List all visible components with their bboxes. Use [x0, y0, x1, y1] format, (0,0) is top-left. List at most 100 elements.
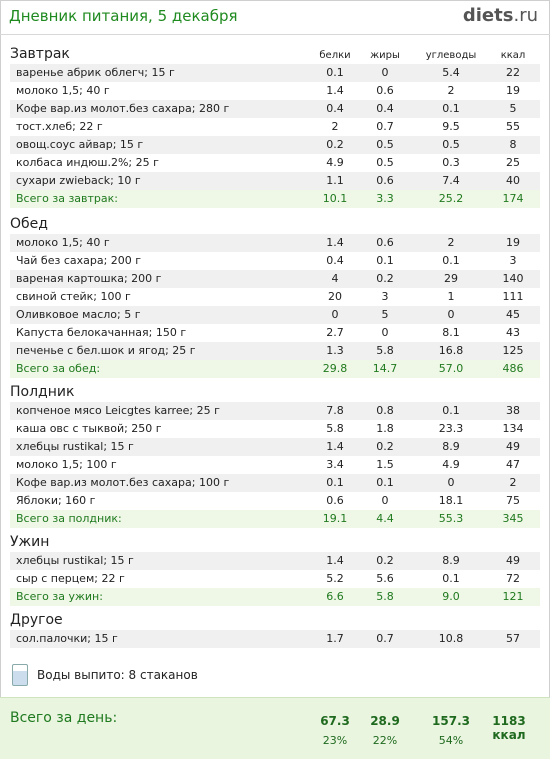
- kcal-value: 57: [506, 632, 520, 645]
- protein-value: 20: [328, 290, 342, 303]
- fat-value: 0.6: [376, 174, 394, 187]
- site-logo[interactable]: diets.ru: [463, 5, 538, 26]
- food-row: Яблоки; 160 г 0.6 0 18.1 75: [10, 492, 540, 510]
- food-row: сыр с перцем; 22 г 5.2 5.6 0.1 72: [10, 570, 540, 588]
- food-name: колбаса индюш.2%; 25 г: [16, 156, 159, 169]
- protein-value: 1.4: [326, 84, 344, 97]
- day-fat: 28.9: [370, 714, 400, 728]
- fat-value: 0.8: [376, 404, 394, 417]
- food-name: сухари zwieback; 10 г: [16, 174, 141, 187]
- food-name: Кофе вар.из молот.без сахара; 280 г: [16, 102, 230, 115]
- food-name: хлебцы rustikal; 15 г: [16, 440, 134, 453]
- carbs-value: 0.1: [442, 254, 460, 267]
- food-row: Чай без сахара; 200 г 0.4 0.1 0.1 3: [10, 252, 540, 270]
- food-name: сыр с перцем; 22 г: [16, 572, 125, 585]
- food-row: копченое мясо Leicgtes karree; 25 г 7.8 0.…: [10, 402, 540, 420]
- kcal-value: 45: [506, 308, 520, 321]
- total-fat: 14.7: [372, 362, 398, 375]
- fat-value: 0.4: [376, 102, 394, 115]
- protein-value: 0.4: [326, 254, 344, 267]
- fat-value: 0.6: [376, 236, 394, 249]
- fat-value: 0: [381, 326, 389, 339]
- fat-value: 5: [381, 308, 389, 321]
- food-name: Оливковое масло; 5 г: [16, 308, 141, 321]
- day-protein-pct: 23%: [322, 734, 348, 747]
- fat-value: 0.5: [376, 138, 394, 151]
- kcal-value: 49: [506, 440, 520, 453]
- kcal-value: 125: [502, 344, 524, 357]
- carbs-value: 0.3: [442, 156, 460, 169]
- col-carbs: углеводы: [425, 50, 477, 61]
- food-name: Кофе вар.из молот.без сахара; 100 г: [16, 476, 230, 489]
- protein-value: 3.4: [326, 458, 344, 471]
- food-row: сухари zwieback; 10 г 1.1 0.6 7.4 40: [10, 172, 540, 190]
- day-total-label: Всего за день:: [10, 710, 118, 726]
- section-total-row: Всего за полдник: 19.1 4.4 55.3 345: [10, 510, 540, 528]
- food-name: каша овс с тыквой; 250 г: [16, 422, 162, 435]
- col-protein: белки: [319, 50, 351, 61]
- food-row: каша овс с тыквой; 250 г 5.8 1.8 23.3 134: [10, 420, 540, 438]
- protein-value: 2: [331, 120, 339, 133]
- section-title: Обед: [10, 216, 48, 232]
- total-protein: 10.1: [322, 192, 348, 205]
- water-text: Воды выпито: 8 стаканов: [37, 668, 198, 682]
- food-name: вареная картошка; 200 г: [16, 272, 162, 285]
- section-title: Другое: [10, 612, 63, 628]
- protein-value: 4: [331, 272, 339, 285]
- day-carbs-pct: 54%: [438, 734, 464, 747]
- section-total-row: Всего за завтрак: 10.1 3.3 25.2 174: [10, 190, 540, 208]
- total-kcal: 486: [502, 362, 524, 375]
- carbs-value: 4.9: [442, 458, 460, 471]
- carbs-value: 16.8: [438, 344, 464, 357]
- food-row: тост.хлеб; 22 г 2 0.7 9.5 55: [10, 118, 540, 136]
- protein-value: 1.4: [326, 554, 344, 567]
- food-row: Капуста белокачанная; 150 г 2.7 0 8.1 43: [10, 324, 540, 342]
- kcal-value: 43: [506, 326, 520, 339]
- carbs-value: 8.1: [442, 326, 460, 339]
- total-carbs: 9.0: [442, 590, 460, 603]
- section-total-row: Всего за ужин: 6.6 5.8 9.0 121: [10, 588, 540, 606]
- protein-value: 0: [331, 308, 339, 321]
- protein-value: 2.7: [326, 326, 344, 339]
- food-row: Кофе вар.из молот.без сахара; 100 г 0.1 0.…: [10, 474, 540, 492]
- section-title: Завтрак: [10, 46, 70, 62]
- day-total: Всего за день: 67.3 28.9 157.3 1183 ккал…: [0, 697, 550, 759]
- total-fat: 3.3: [376, 192, 394, 205]
- food-name: варенье абрик облегч; 15 г: [16, 66, 175, 79]
- protein-value: 5.8: [326, 422, 344, 435]
- day-kcal: 1183 ккал: [492, 714, 526, 742]
- kcal-value: 40: [506, 174, 520, 187]
- kcal-value: 25: [506, 156, 520, 169]
- fat-value: 0.5: [376, 156, 394, 169]
- total-protein: 19.1: [322, 512, 348, 525]
- kcal-value: 49: [506, 554, 520, 567]
- kcal-value: 19: [506, 84, 520, 97]
- food-row: хлебцы rustikal; 15 г 1.4 0.2 8.9 49: [10, 552, 540, 570]
- food-row: Кофе вар.из молот.без сахара; 280 г 0.4 0.…: [10, 100, 540, 118]
- kcal-value: 2: [509, 476, 517, 489]
- food-name: Капуста белокачанная; 150 г: [16, 326, 187, 339]
- food-name: Яблоки; 160 г: [16, 494, 96, 507]
- logo-main: diets: [462, 5, 514, 26]
- glass-icon: [12, 664, 28, 686]
- carbs-value: 23.3: [438, 422, 464, 435]
- carbs-value: 18.1: [438, 494, 464, 507]
- protein-value: 1.1: [326, 174, 344, 187]
- kcal-value: 75: [506, 494, 520, 507]
- fat-value: 0.1: [376, 476, 394, 489]
- section-title: Полдник: [10, 384, 75, 400]
- carbs-value: 7.4: [442, 174, 460, 187]
- food-name: копченое мясо Leicgtes karree; 25 г: [16, 404, 220, 417]
- total-protein: 6.6: [326, 590, 344, 603]
- kcal-value: 8: [509, 138, 517, 151]
- kcal-value: 72: [506, 572, 520, 585]
- fat-value: 5.6: [376, 572, 394, 585]
- food-name: свиной стейк; 100 г: [16, 290, 131, 303]
- total-kcal: 345: [502, 512, 524, 525]
- kcal-value: 19: [506, 236, 520, 249]
- section-title: Ужин: [10, 534, 50, 550]
- fat-value: 3: [381, 290, 389, 303]
- carbs-value: 2: [447, 84, 455, 97]
- carbs-value: 0.1: [442, 404, 460, 417]
- food-name: Чай без сахара; 200 г: [16, 254, 142, 267]
